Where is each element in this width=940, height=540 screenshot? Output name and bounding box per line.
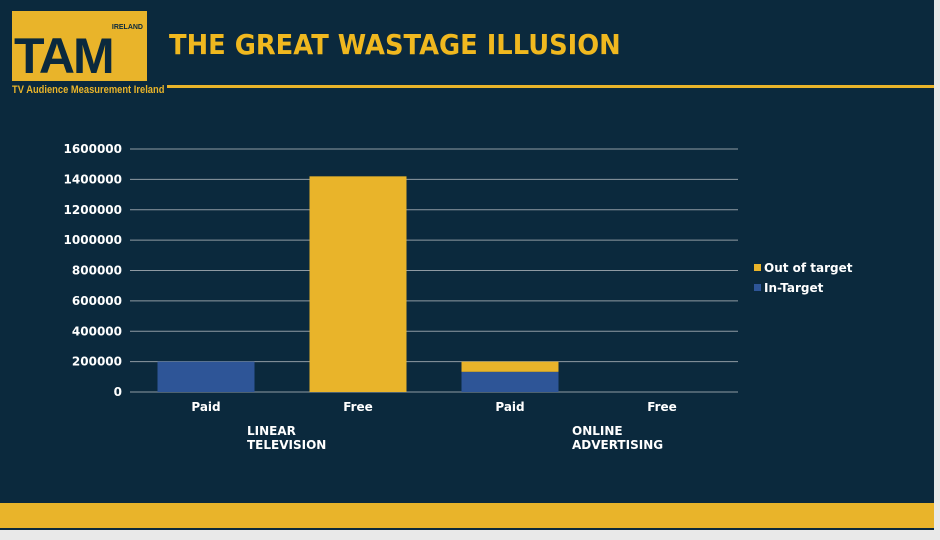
tam-logo: TAM IRELAND	[12, 11, 147, 81]
legend-swatch	[754, 284, 761, 291]
y-tick-label: 200000	[72, 355, 122, 369]
x-category-label: Paid	[495, 400, 524, 414]
x-group-label: TELEVISION	[247, 438, 326, 452]
x-category-label: Free	[647, 400, 677, 414]
page-title: THE GREAT WASTAGE ILLUSION	[169, 28, 621, 61]
bar-in-target	[461, 371, 559, 392]
x-group-label: ADVERTISING	[572, 438, 663, 452]
y-tick-label: 800000	[72, 264, 122, 278]
x-category-label: Paid	[191, 400, 220, 414]
y-tick-label: 600000	[72, 294, 122, 308]
logo-ireland: IRELAND	[111, 24, 143, 31]
x-category-label: Free	[343, 400, 373, 414]
bar-out-of-target	[309, 176, 407, 392]
x-group-label: ONLINE	[572, 424, 623, 438]
y-tick-label: 1600000	[64, 142, 122, 156]
footer-band	[0, 503, 934, 528]
y-tick-label: 400000	[72, 324, 122, 338]
y-tick-label: 1400000	[64, 172, 122, 186]
bar-chart: 0 200000 400000 600000 800000 1000000 1200000 1…	[64, 142, 853, 452]
logo-text: TAM	[14, 28, 115, 84]
y-tick-label: 1200000	[64, 203, 122, 217]
legend-label: In-Target	[764, 281, 824, 295]
y-tick-label: 0	[114, 385, 122, 399]
title-divider	[167, 85, 934, 88]
logo-subtitle: TV Audience Measurement Ireland	[12, 84, 165, 96]
legend-label: Out of target	[764, 261, 853, 275]
x-group-label: LINEAR	[247, 424, 296, 438]
bar-in-target	[157, 361, 255, 392]
slide: TAM IRELAND TV Audience Measurement Irel…	[0, 0, 934, 530]
y-tick-label: 1000000	[64, 233, 122, 247]
bar-out-of-target	[461, 361, 559, 372]
legend-swatch	[754, 264, 761, 271]
